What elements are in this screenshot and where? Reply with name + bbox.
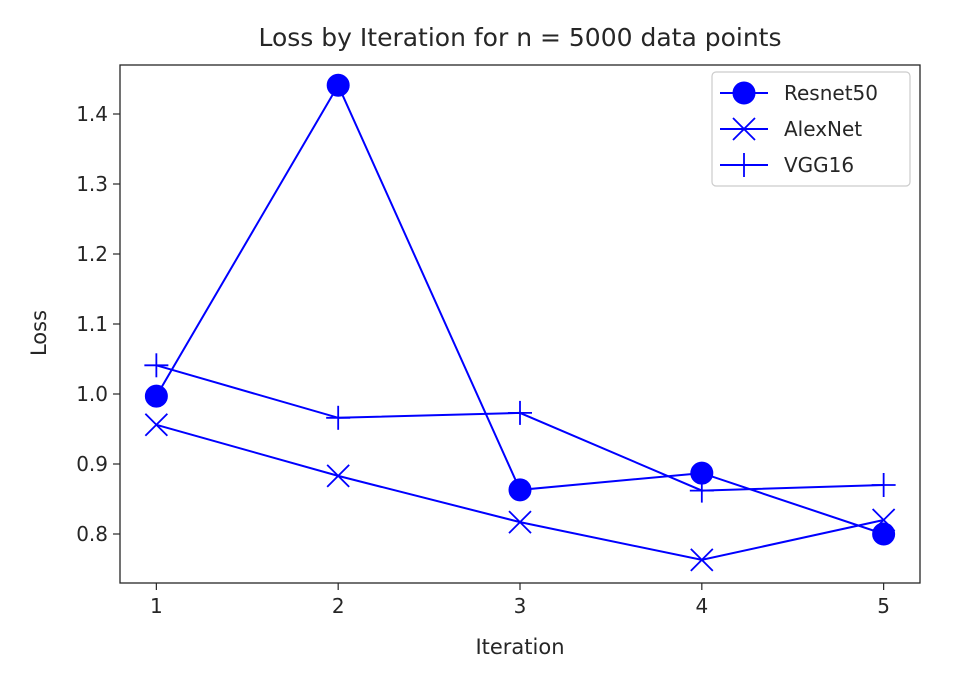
y-axis-label: Loss xyxy=(27,310,51,356)
legend-label: VGG16 xyxy=(784,153,854,177)
point-resnet50 xyxy=(508,478,532,502)
point-vgg16 xyxy=(508,400,532,425)
series-line-vgg16 xyxy=(156,364,884,492)
y-tick-label: 1.3 xyxy=(76,172,108,196)
point-alexnet xyxy=(871,508,896,532)
point-resnet50 xyxy=(144,384,168,408)
point-vgg16 xyxy=(871,473,896,497)
chart-title: Loss by Iteration for n = 5000 data poin… xyxy=(259,23,782,52)
legend-marker xyxy=(732,153,756,177)
point-resnet50 xyxy=(326,73,350,97)
legend-marker xyxy=(732,81,756,105)
x-axis-label: Iteration xyxy=(475,635,564,659)
y-tick-label: 1.0 xyxy=(76,382,108,406)
y-tick-label: 1.4 xyxy=(76,102,108,126)
point-resnet50 xyxy=(872,522,896,546)
point-vgg16 xyxy=(326,405,351,430)
x-tick-label: 2 xyxy=(332,594,345,618)
x-tick-label: 1 xyxy=(150,594,163,618)
legend: Resnet50 AlexNet VGG16 xyxy=(711,71,911,187)
point-alexnet xyxy=(326,464,350,488)
legend-marker xyxy=(732,117,756,141)
legend-label: AlexNet xyxy=(784,117,862,141)
x-tick-label: 5 xyxy=(877,594,890,618)
legend-entry: Resnet50 xyxy=(720,81,878,105)
y-tick-label: 0.8 xyxy=(76,522,108,546)
y-tick-label: 1.2 xyxy=(76,242,108,266)
legend-box xyxy=(711,71,911,187)
x-tick-label: 4 xyxy=(695,594,708,618)
point-alexnet xyxy=(144,413,169,437)
y-tick-label: 0.9 xyxy=(76,452,108,476)
x-tick-label: 3 xyxy=(514,594,527,618)
point-alexnet xyxy=(508,510,532,534)
point-vgg16 xyxy=(144,353,169,378)
y-tick-label: 1.1 xyxy=(76,312,108,336)
point-vgg16 xyxy=(689,478,714,503)
legend-entry: VGG16 xyxy=(720,153,854,177)
point-alexnet xyxy=(690,548,714,572)
legend-entry: AlexNet xyxy=(720,117,862,141)
plot-area: 1 2 3 4 5 0.8 0.9 1.0 1.1 1.2 1.3 1.4 xyxy=(76,64,921,618)
legend-label: Resnet50 xyxy=(784,81,878,105)
